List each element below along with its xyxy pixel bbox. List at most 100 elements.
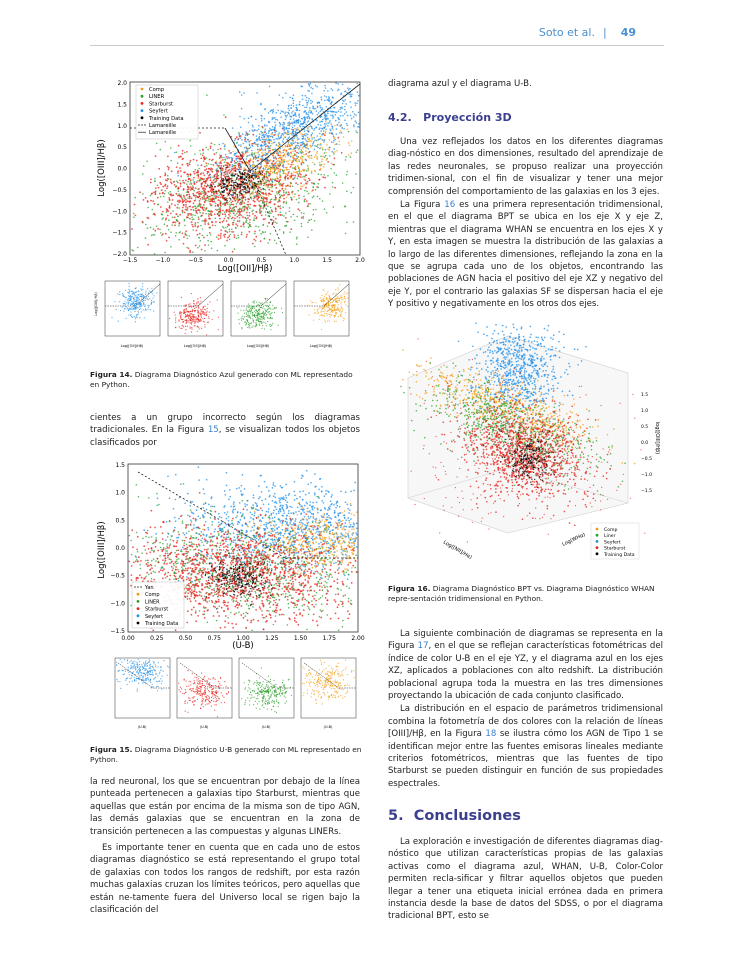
legend-marker <box>140 109 144 112</box>
x-tick-label: 0.75 <box>208 635 222 642</box>
y-tick-label: 0.0 <box>117 166 127 173</box>
fig15-small-panel-scatter <box>241 667 292 714</box>
section-4-2-heading: 4.2. Proyección 3D <box>388 111 663 124</box>
page-number: 49 <box>620 26 636 39</box>
x-tick-label: 0.50 <box>179 635 193 642</box>
fig14-small-panel-scatter <box>307 284 349 330</box>
y-tick-label: −2.0 <box>112 251 127 258</box>
legend-label: Liner <box>604 533 616 539</box>
y-tick-label: 1.5 <box>115 462 125 469</box>
fig15-small-xlabel: (U-B) <box>200 725 209 729</box>
x-tick-label: 1.75 <box>323 635 337 642</box>
legend-label: Seyfert <box>145 614 163 620</box>
left-paragraph-1-block: cientes a un grupo incorrecto según los … <box>90 412 360 449</box>
fig15-legend-box <box>131 581 185 629</box>
fig16-zticks: 1.5 1.0 0.5 0.0 −0.5 −1.0 −1.5 <box>641 392 652 494</box>
fig14-small-panel-scatter <box>169 293 220 336</box>
right-paragraph-4: La distribución en el espacio de parámet… <box>388 703 663 790</box>
x-tick-label: 2.0 <box>355 257 365 264</box>
x-tick-label: 0.5 <box>257 257 267 264</box>
legend-label: Training Data <box>148 116 184 122</box>
legend-label: Training Data <box>144 621 178 627</box>
y-tick-label: −0.5 <box>110 573 125 580</box>
figure-16-link[interactable]: 16 <box>444 200 456 211</box>
legend-label: Starburst <box>149 101 173 107</box>
fig16-caption-label: Figura 16. <box>388 584 431 593</box>
x-tick-label: 1.5 <box>322 257 332 264</box>
legend-label: Training Data <box>603 552 635 558</box>
fig16-legend-box <box>590 522 640 560</box>
fig14-small-panel-frame <box>230 280 287 337</box>
section-5-heading: 5. Conclusiones <box>388 808 663 824</box>
right-paragraph-5: La exploración e investigación de difere… <box>388 837 663 922</box>
y-tick-label: 0.0 <box>115 545 125 552</box>
left-paragraph-2: la red neuronal, los que se encuentran p… <box>90 777 360 837</box>
fig16-ylabel: Log(WHα) <box>561 532 586 548</box>
right-para2-a: La Figura <box>400 200 445 211</box>
legend-label: Starburst <box>604 546 626 552</box>
figure-15-link[interactable]: 15 <box>207 425 219 436</box>
fig15-main-scatter <box>128 466 358 632</box>
fig15-small-panel-scatter <box>178 670 230 718</box>
fig14-small-panel-frame <box>104 280 161 337</box>
x-tick-label: −1.5 <box>123 257 138 264</box>
running-header: Soto et al. | 49 <box>539 26 636 39</box>
left-paragraph-3: Es importante tener en cuenta que en cad… <box>90 843 360 916</box>
fig15-xticks: 0.00 0.25 0.50 0.75 1.00 1.25 1.50 1.75 2.00 <box>121 635 365 642</box>
fig14-demarcation-line-3 <box>249 83 361 172</box>
fig14-caption-label: Figura 14. <box>90 370 133 379</box>
right-paragraphs-2: La siguiente combinación de diagramas se… <box>388 628 663 790</box>
legend-marker <box>136 621 140 625</box>
legend-label: Comp <box>149 87 165 93</box>
fig15-demarcation-line <box>137 471 286 559</box>
fig14-yticks: 2.0 1.5 1.0 0.5 0.0 −0.5 −1.0 −1.5 −2.0 <box>112 80 127 258</box>
fig14-small-ylabel: Log([OIII]/Hβ) <box>94 292 98 316</box>
right-para4-a: La distribución en el espacio de parámet… <box>388 704 663 740</box>
header-separator: | <box>602 26 607 39</box>
x-tick-label: 0.25 <box>150 635 164 642</box>
right-paragraph-5-block: La exploración e investigación de difere… <box>388 836 663 923</box>
figure-18-link[interactable]: 18 <box>485 729 497 740</box>
y-tick-label: −1.0 <box>112 208 127 215</box>
y-tick-label: −0.5 <box>112 187 127 194</box>
y-tick-label: 2.0 <box>117 80 127 87</box>
right-para2-b: es una primera representación tridimensi… <box>388 200 663 310</box>
right-para3-b: , en el que se reflejan características … <box>388 641 664 702</box>
fig16-z-tick-label: 1.5 <box>641 392 648 398</box>
fig16-z-tick-label: 0.0 <box>641 440 648 446</box>
right-paragraph-1: Una vez reflejados los datos en los dife… <box>388 137 663 197</box>
figure-17-link[interactable]: 17 <box>417 641 429 652</box>
fig14-demarcation-line-2 <box>224 127 251 172</box>
right-para3-a: La siguiente combinación de diagramas se… <box>388 629 663 652</box>
fig15-small-xlabel: (U-B) <box>324 725 333 729</box>
x-tick-label: 1.0 <box>290 257 300 264</box>
legend-marker <box>140 87 144 91</box>
figure-16: 1.51.00.50.0−0.5−1.0−1.5 log([OIII]/Hβ) … <box>400 322 660 561</box>
fig14-main-scatter <box>131 82 360 255</box>
fig16-z-tick-label: 0.5 <box>641 424 648 430</box>
y-tick-label: 1.0 <box>115 490 125 497</box>
fig15-small-xlabel: (U-B) <box>138 725 147 729</box>
x-tick-label: −1.0 <box>156 257 171 264</box>
legend-label: LINER <box>145 599 160 605</box>
fig16-z-tick-label: 1.0 <box>641 408 648 414</box>
left-bottom-text: la red neuronal, los que se encuentran p… <box>90 776 360 916</box>
left-para1-a: cientes a un grupo incorrecto según los … <box>90 413 360 436</box>
legend-label: Comp <box>604 527 617 533</box>
fig14-small-xlabel: Log([OII]/Hβ) <box>310 344 333 348</box>
legend-marker <box>140 102 144 105</box>
x-tick-label: 1.25 <box>265 635 279 642</box>
fig14-xticks: −1.5 −1.0 −0.5 0.0 0.5 1.0 1.5 2.0 <box>123 257 365 264</box>
fig15-caption-label: Figura 15. <box>90 745 133 754</box>
fig14-small-panel-scatter <box>111 282 158 323</box>
fig16-caption: Figura 16. Diagrama Diagnóstico BPT vs. … <box>388 584 663 604</box>
legend-label: Starburst <box>145 607 168 613</box>
x-tick-label: 2.00 <box>351 635 365 642</box>
right-para4-b: se ilustra cómo los AGN de Tipo 1 se ide… <box>388 729 663 789</box>
fig14-small-panel-scatter <box>237 297 284 331</box>
fig15-caption: Figura 15. Diagrama Diagnóstico U-B gene… <box>90 745 370 765</box>
x-tick-label: −0.5 <box>188 257 203 264</box>
